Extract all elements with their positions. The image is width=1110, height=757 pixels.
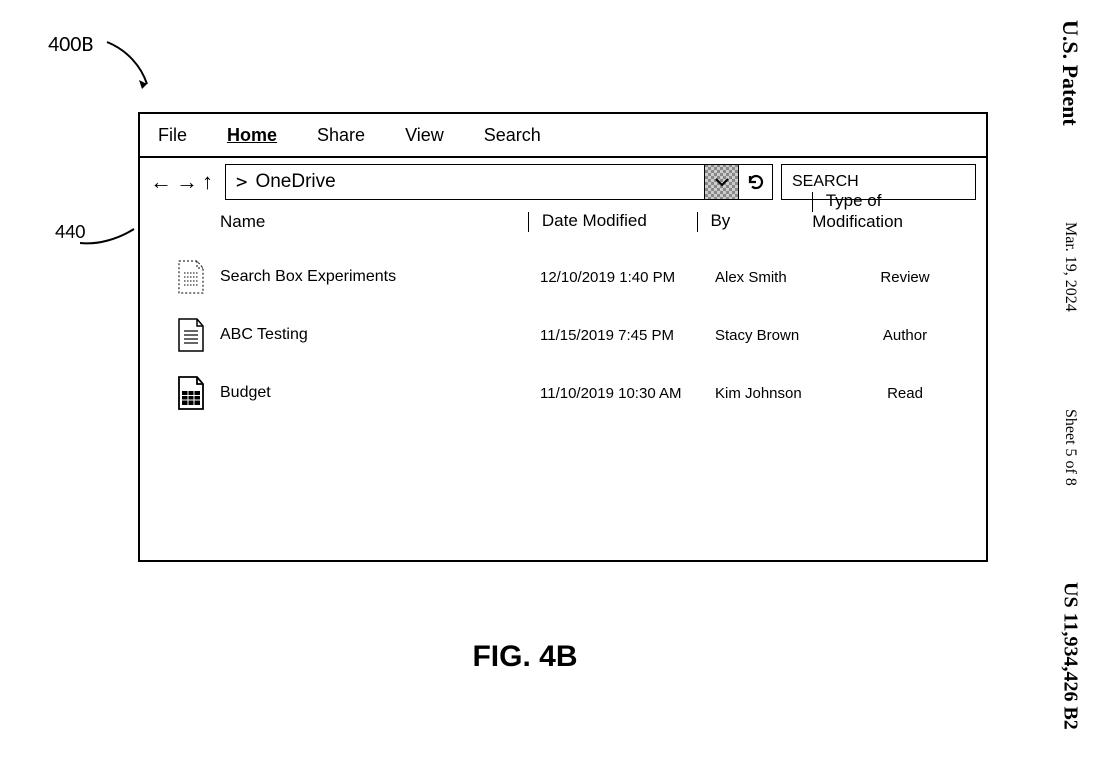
file-list: Search Box Experiments 12/10/2019 1:40 P… <box>140 236 986 422</box>
callout-400b: 400B <box>48 30 93 57</box>
patent-date: Mar. 19, 2024 <box>1061 222 1079 312</box>
column-header-by[interactable]: By <box>697 211 813 232</box>
file-by: Alex Smith <box>715 269 835 286</box>
column-divider-icon <box>697 212 698 232</box>
file-by: Kim Johnson <box>715 385 835 402</box>
file-explorer-window: File Home Share View Search ←→↑ > OneDri… <box>138 112 988 562</box>
menu-view[interactable]: View <box>405 125 444 146</box>
patent-info-strip: U.S. Patent Mar. 19, 2024 Sheet 5 of 8 U… <box>1050 20 1090 730</box>
column-header-type[interactable]: Type of Modification <box>812 191 976 232</box>
patent-title: U.S. Patent <box>1057 20 1083 126</box>
refresh-button[interactable] <box>738 165 772 199</box>
patent-sheet: Sheet 5 of 8 <box>1061 409 1079 486</box>
file-type: Read <box>835 385 975 402</box>
menu-share[interactable]: Share <box>317 125 365 146</box>
callout-arrow-400b <box>105 36 165 96</box>
menu-bar: File Home Share View Search <box>140 114 986 158</box>
file-name: ABC Testing <box>220 326 540 344</box>
patent-number: US 11,934,426 B2 <box>1059 582 1082 730</box>
column-divider-icon <box>528 212 529 232</box>
chevron-down-icon <box>712 172 732 192</box>
file-row[interactable]: ABC Testing 11/15/2019 7:45 PM Stacy Bro… <box>162 306 976 364</box>
address-bar-controls <box>704 165 772 199</box>
column-headers: Name Date Modified By Type of Modificati… <box>140 206 986 236</box>
address-bar[interactable]: > OneDrive <box>225 164 773 200</box>
file-name: Budget <box>220 384 540 402</box>
file-row[interactable]: Search Box Experiments 12/10/2019 1:40 P… <box>162 248 976 306</box>
file-by: Stacy Brown <box>715 327 835 344</box>
file-date: 12/10/2019 1:40 PM <box>540 269 715 286</box>
file-type: Author <box>835 327 975 344</box>
column-header-name-label: Name <box>220 212 265 231</box>
column-header-by-label: By <box>710 211 730 230</box>
file-date: 11/10/2019 10:30 AM <box>540 385 715 402</box>
spreadsheet-icon <box>162 375 220 411</box>
menu-file[interactable]: File <box>158 125 187 146</box>
column-header-type-label: Type of Modification <box>812 191 903 231</box>
file-date: 11/15/2019 7:45 PM <box>540 327 715 344</box>
breadcrumb-location: OneDrive <box>255 171 335 193</box>
document-page-icon <box>162 317 220 353</box>
search-placeholder: SEARCH <box>792 173 859 191</box>
file-name: Search Box Experiments <box>220 268 540 286</box>
column-header-name[interactable]: Name <box>220 212 528 232</box>
refresh-icon <box>746 172 766 192</box>
file-row[interactable]: Budget 11/10/2019 10:30 AM Kim Johnson R… <box>162 364 976 422</box>
column-header-date-label: Date Modified <box>542 211 647 230</box>
menu-search[interactable]: Search <box>484 125 541 146</box>
column-header-date[interactable]: Date Modified <box>528 211 697 232</box>
document-dotted-icon <box>162 259 220 295</box>
figure-label: FIG. 4B <box>0 640 1050 674</box>
menu-home[interactable]: Home <box>227 125 277 146</box>
column-divider-icon <box>812 192 813 212</box>
file-type: Review <box>835 269 975 286</box>
nav-back-forward-up[interactable]: ←→↑ <box>150 169 217 195</box>
address-history-dropdown[interactable] <box>704 165 738 199</box>
callout-arrow-440 <box>78 225 138 250</box>
breadcrumb-separator-icon: > <box>236 171 247 193</box>
